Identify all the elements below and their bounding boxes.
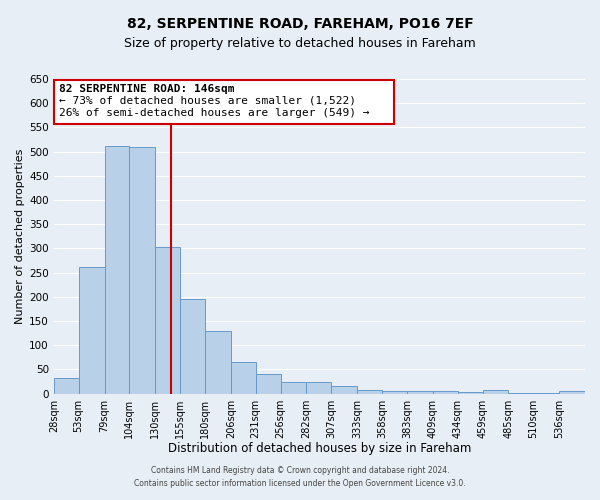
- Bar: [559, 391, 585, 394]
- Bar: [433, 391, 458, 394]
- Bar: [382, 391, 407, 394]
- Y-axis label: Number of detached properties: Number of detached properties: [15, 148, 25, 324]
- Bar: [508, 392, 533, 394]
- Text: 82, SERPENTINE ROAD, FAREHAM, PO16 7EF: 82, SERPENTINE ROAD, FAREHAM, PO16 7EF: [127, 18, 473, 32]
- Bar: [155, 248, 180, 394]
- Bar: [307, 382, 331, 394]
- FancyBboxPatch shape: [54, 80, 394, 124]
- Bar: [407, 391, 433, 394]
- Text: Contains HM Land Registry data © Crown copyright and database right 2024.
Contai: Contains HM Land Registry data © Crown c…: [134, 466, 466, 487]
- Bar: [482, 390, 508, 394]
- Text: Size of property relative to detached houses in Fareham: Size of property relative to detached ho…: [124, 38, 476, 51]
- Bar: [180, 298, 205, 394]
- Text: ← 73% of detached houses are smaller (1,522): ← 73% of detached houses are smaller (1,…: [59, 96, 356, 106]
- X-axis label: Distribution of detached houses by size in Fareham: Distribution of detached houses by size …: [168, 442, 471, 455]
- Text: 26% of semi-detached houses are larger (549) →: 26% of semi-detached houses are larger (…: [59, 108, 369, 118]
- Bar: [458, 392, 482, 394]
- Bar: [104, 146, 130, 394]
- Bar: [54, 378, 79, 394]
- Bar: [357, 390, 382, 394]
- Bar: [205, 330, 231, 394]
- Text: 82 SERPENTINE ROAD: 146sqm: 82 SERPENTINE ROAD: 146sqm: [59, 84, 234, 94]
- Bar: [231, 362, 256, 394]
- Bar: [130, 147, 155, 394]
- Bar: [331, 386, 357, 394]
- Bar: [256, 374, 281, 394]
- Bar: [533, 392, 559, 394]
- Bar: [281, 382, 307, 394]
- Bar: [79, 267, 104, 394]
